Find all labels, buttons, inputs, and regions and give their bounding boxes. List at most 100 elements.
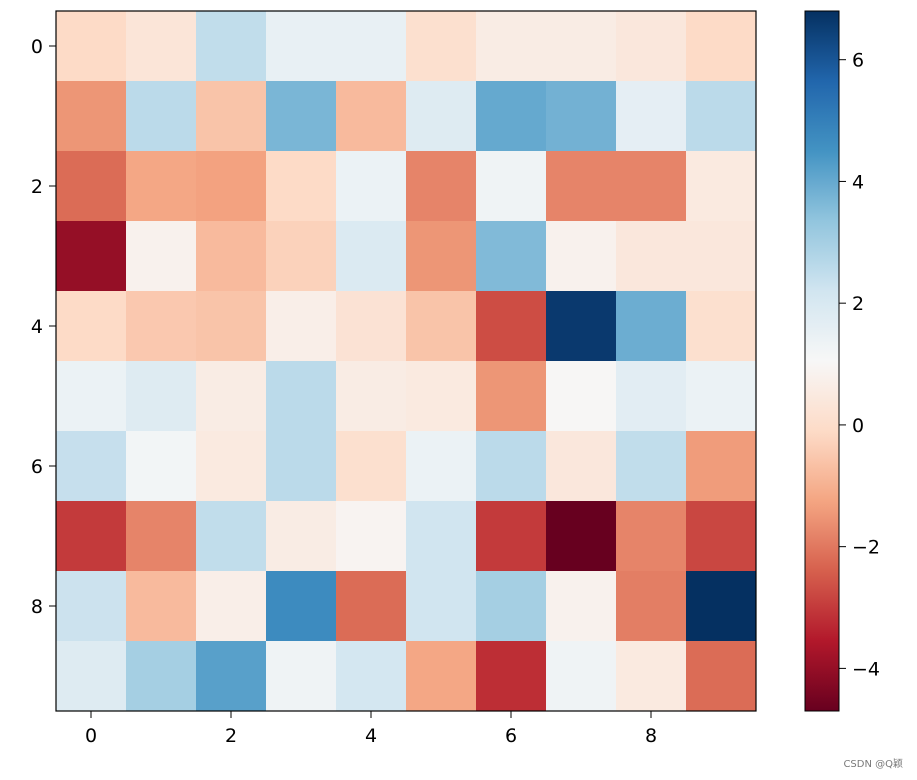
y-tick-label: 6 <box>31 456 43 478</box>
heatmap-cell <box>336 81 407 152</box>
x-axis: 0 2 4 6 8 <box>85 711 657 747</box>
heatmap-cell <box>546 501 617 572</box>
heatmap-cell <box>126 11 197 82</box>
heatmap-cell <box>336 501 407 572</box>
heatmap-cell <box>476 641 547 712</box>
heatmap-cell <box>56 571 127 642</box>
heatmap-cell <box>406 431 477 502</box>
colorbar-tick-label: 2 <box>852 293 864 315</box>
y-tick-label: 2 <box>31 176 43 198</box>
heatmap-cell <box>126 361 197 432</box>
heatmap-cell <box>686 291 757 362</box>
heatmap-cell <box>56 11 127 82</box>
heatmap-cell <box>616 431 687 502</box>
heatmap-cell <box>126 501 197 572</box>
heatmap-cell <box>476 361 547 432</box>
heatmap-cell <box>616 361 687 432</box>
heatmap-cell <box>686 151 757 222</box>
colorbar-axis: −4 −2 0 2 4 6 <box>839 50 880 680</box>
colorbar-tick-label: −2 <box>852 537 880 559</box>
heatmap-cell <box>546 361 617 432</box>
heatmap-cell <box>406 501 477 572</box>
heatmap-cell <box>336 221 407 292</box>
heatmap-cell <box>476 151 547 222</box>
heatmap-cell <box>546 571 617 642</box>
heatmap-cell <box>336 291 407 362</box>
heatmap-cell <box>546 81 617 152</box>
heatmap-cell <box>476 431 547 502</box>
heatmap-cell <box>126 221 197 292</box>
heatmap-cell <box>616 291 687 362</box>
heatmap-cell <box>196 641 267 712</box>
heatmap-cell <box>616 571 687 642</box>
y-axis: 0 2 4 6 8 <box>31 36 56 618</box>
heatmap-cell <box>686 11 757 82</box>
colorbar-tick-label: −4 <box>852 658 880 680</box>
heatmap-cell <box>126 571 197 642</box>
heatmap-cell <box>476 11 547 82</box>
heatmap-cell <box>126 431 197 502</box>
heatmap-cell <box>266 571 337 642</box>
heatmap-cell <box>406 571 477 642</box>
x-tick-label: 4 <box>365 725 377 747</box>
heatmap-cell <box>686 361 757 432</box>
heatmap-cell <box>336 431 407 502</box>
heatmap-cell <box>546 641 617 712</box>
heatmap-cell <box>476 501 547 572</box>
heatmap-cell <box>616 501 687 572</box>
heatmap-cell <box>336 361 407 432</box>
heatmap-cell <box>546 11 617 82</box>
heatmap-cell <box>616 221 687 292</box>
heatmap-cell <box>686 81 757 152</box>
heatmap-cell <box>616 641 687 712</box>
heatmap-cell <box>686 571 757 642</box>
heatmap-cell <box>56 291 127 362</box>
heatmap-cell <box>266 11 337 82</box>
heatmap-cell <box>546 291 617 362</box>
heatmap-cell <box>406 221 477 292</box>
y-tick-label: 0 <box>31 36 43 58</box>
heatmap-cell <box>686 221 757 292</box>
plot-frame <box>55 10 757 712</box>
heatmap-cell <box>406 151 477 222</box>
heatmap-cell <box>56 501 127 572</box>
colorbar <box>804 10 840 712</box>
heatmap-cell <box>266 501 337 572</box>
heatmap-cell <box>266 641 337 712</box>
heatmap-cell <box>56 431 127 502</box>
heatmap-cell <box>476 571 547 642</box>
heatmap-cell <box>406 291 477 362</box>
heatmap-cell <box>406 361 477 432</box>
heatmap-cell <box>266 361 337 432</box>
heatmap-cell <box>266 81 337 152</box>
x-tick-label: 8 <box>645 725 657 747</box>
colorbar-tick-label: 4 <box>852 171 864 193</box>
heatmap-cell <box>476 81 547 152</box>
heatmap-cell <box>196 81 267 152</box>
heatmap-cell <box>406 641 477 712</box>
heatmap-cell <box>336 641 407 712</box>
heatmap-cells <box>56 11 757 712</box>
heatmap-cell <box>546 151 617 222</box>
heatmap-cell <box>196 571 267 642</box>
heatmap-cell <box>126 641 197 712</box>
colorbar-tick-label: 0 <box>852 415 864 437</box>
heatmap-cell <box>686 431 757 502</box>
heatmap-cell <box>196 221 267 292</box>
y-tick-label: 4 <box>31 316 43 338</box>
heatmap-cell <box>266 291 337 362</box>
heatmap-cell <box>56 81 127 152</box>
x-tick-label: 2 <box>225 725 237 747</box>
heatmap-cell <box>266 221 337 292</box>
x-tick-label: 6 <box>505 725 517 747</box>
heatmap-cell <box>406 11 477 82</box>
heatmap-cell <box>686 501 757 572</box>
heatmap-cell <box>476 291 547 362</box>
heatmap-cell <box>196 361 267 432</box>
heatmap-cell <box>336 151 407 222</box>
colorbar-tick-label: 6 <box>852 50 864 72</box>
heatmap-cell <box>616 81 687 152</box>
watermark: CSDN @Q颖 <box>843 759 903 770</box>
y-tick-label: 8 <box>31 596 43 618</box>
